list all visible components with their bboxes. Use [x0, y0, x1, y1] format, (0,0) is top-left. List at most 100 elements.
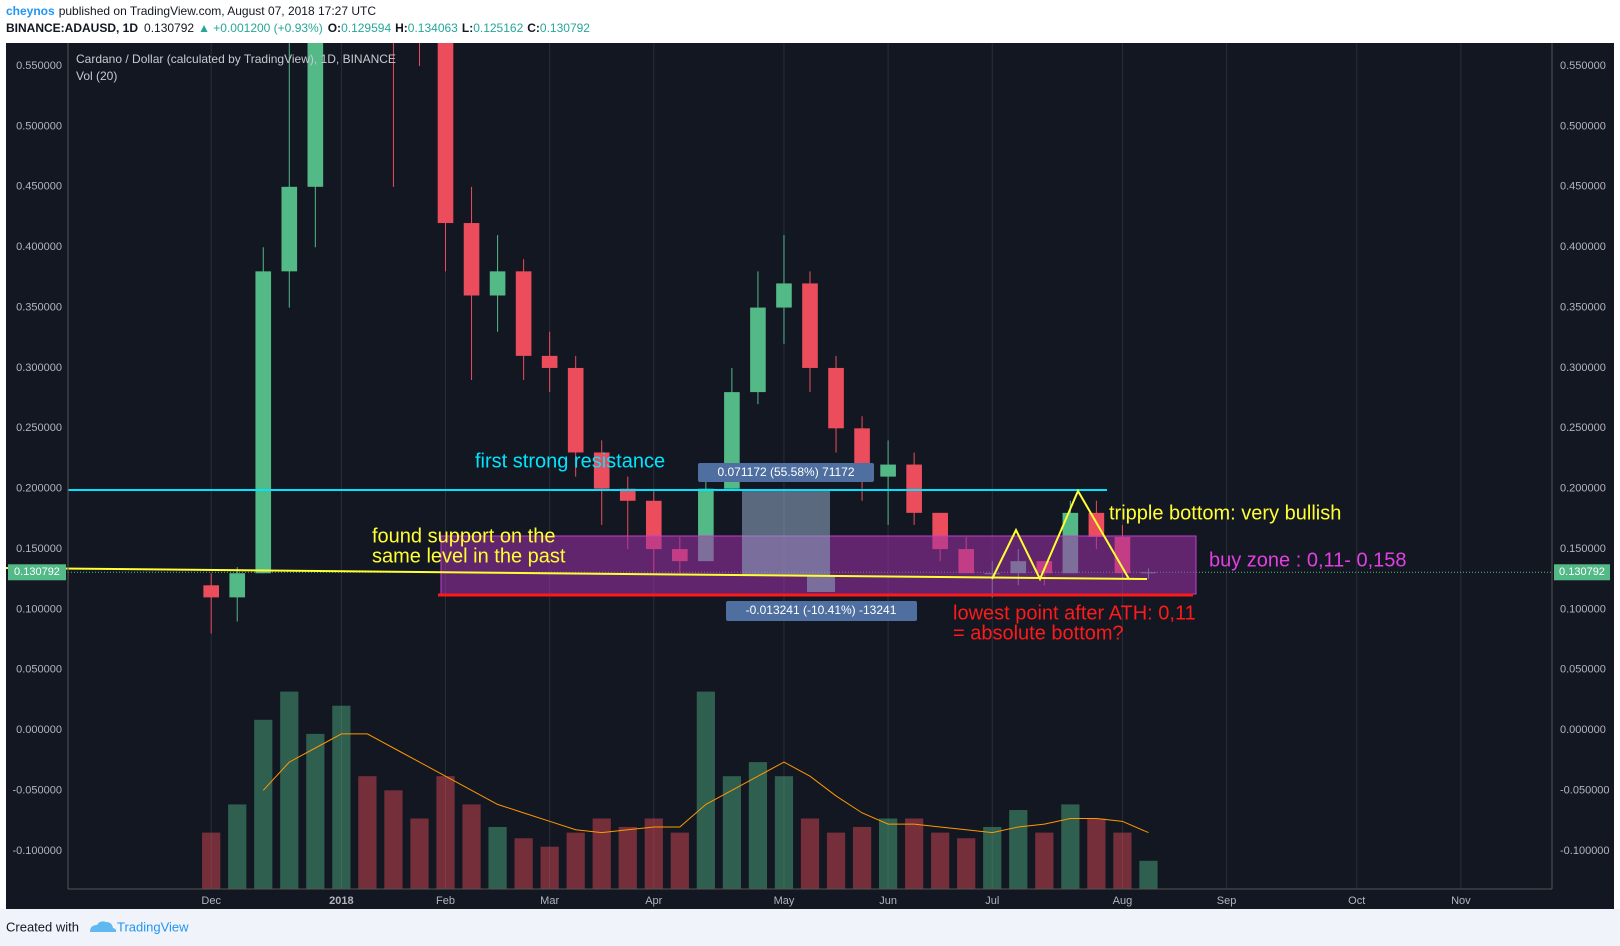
indicator-legend: Vol (20)	[76, 69, 117, 83]
volume-ma-line	[262, 733, 1149, 834]
lowest-label: lowest point after ATH: 0,11	[953, 602, 1196, 624]
candle-body	[463, 223, 480, 296]
x-tick-label: Dec	[201, 895, 221, 907]
last-price-tag	[8, 564, 66, 581]
drawings: first strong resistance found support on…	[5, 450, 1407, 644]
axes: -0.100000 -0.100000 -0.050000 -0.050000 0.00…	[8, 43, 1610, 907]
y-tick-label: -0.100000	[1560, 845, 1610, 857]
triple-bottom-label: tripple bottom: very bullish	[1109, 502, 1341, 524]
volume-bar	[878, 818, 898, 889]
volume-bar	[462, 804, 481, 889]
candle-body	[828, 367, 844, 429]
ohlc-value: 0.129594	[341, 21, 391, 35]
candle-body	[906, 464, 922, 513]
volume-bar	[1139, 860, 1158, 889]
volume-bar	[1035, 832, 1054, 889]
y-tick-label: 0.100000	[1560, 603, 1606, 615]
footer-bg	[0, 909, 1620, 946]
y-tick-label: 0.200000	[1560, 483, 1606, 495]
ohlc-key: L:	[462, 21, 473, 35]
volume-bar	[488, 826, 507, 889]
ohlc-key: H:	[395, 21, 408, 35]
header-line-2: BINANCE:ADAUSD, 1D 0.130792 ▲ +0.001200 (+…	[6, 21, 590, 35]
y-tick-label: 0.550000	[16, 60, 62, 72]
y-tick-label: 0.050000	[1560, 664, 1606, 676]
support-line	[5, 567, 1148, 580]
candle-body	[515, 271, 532, 356]
y-tick-label: 0.350000	[1560, 301, 1606, 313]
buy-zone-label: buy zone : 0,11- 0,158	[1209, 549, 1407, 571]
volume-bar	[514, 838, 533, 889]
volume-bar	[254, 719, 273, 889]
y-tick-label: -0.050000	[12, 784, 62, 796]
last-price-label: 0.130792	[1559, 566, 1605, 578]
volume-bar	[957, 838, 976, 889]
y-tick-label: 0.550000	[1560, 60, 1606, 72]
volume-bar	[852, 826, 872, 889]
y-tick-label: 0.350000	[16, 301, 62, 313]
candle-body	[567, 367, 584, 453]
ohlc-key: O:	[328, 21, 341, 35]
volume-bar	[566, 832, 585, 889]
measure-down-tag	[726, 601, 917, 621]
volume-bar	[1087, 818, 1106, 889]
x-tick-label: Mar	[540, 895, 559, 907]
x-tick-label: Aug	[1113, 895, 1133, 907]
volume-bar	[722, 776, 742, 889]
volume-bar	[1113, 832, 1132, 889]
volume-bar	[358, 776, 377, 889]
x-tick-label: 2018	[329, 895, 353, 907]
measure-up-label: 0.071172 (55.58%) 71172	[718, 465, 855, 479]
candle-body	[541, 355, 558, 368]
price: 0.130792	[144, 21, 194, 35]
volume-bar	[280, 691, 299, 889]
x-tick-label: Jun	[879, 895, 897, 907]
candle-body	[880, 464, 896, 477]
volume-bar	[905, 818, 924, 889]
logo[interactable]	[90, 921, 117, 932]
y-tick-label: 0.300000	[16, 362, 62, 374]
volume-bar	[228, 804, 247, 889]
symbol: BINANCE:ADAUSD, 1D	[6, 21, 138, 35]
candle-body	[802, 283, 818, 368]
brand[interactable]: TradingView	[117, 919, 189, 934]
y-tick-label: 0.400000	[1560, 241, 1606, 253]
resistance-label: first strong resistance	[475, 450, 665, 472]
x-tick-label: Sep	[1217, 895, 1237, 907]
change: ▲ +0.001200 (+0.93%)	[198, 21, 323, 35]
candle-body	[776, 283, 792, 308]
volume-bar	[592, 818, 611, 889]
ohlc-value: 0.130792	[540, 21, 590, 35]
x-tick-label: May	[774, 895, 795, 907]
author[interactable]: cheynos	[6, 4, 55, 18]
x-tick-label: Jul	[985, 895, 999, 907]
measure-up-tag	[698, 463, 874, 482]
candle-body	[593, 452, 610, 489]
last-price-tag	[1554, 564, 1610, 581]
y-tick-label: 0.450000	[1560, 181, 1606, 193]
volume-layer	[202, 691, 1158, 889]
y-tick-label: 0.500000	[16, 120, 62, 132]
volume-bar	[983, 826, 1002, 889]
y-tick-label: -0.100000	[12, 845, 62, 857]
candle-body	[281, 186, 298, 272]
y-tick-label: 0.150000	[16, 543, 62, 555]
volume-bar	[774, 776, 794, 889]
y-tick-label: 0.000000	[16, 724, 62, 736]
x-tick-label: Nov	[1451, 895, 1471, 907]
candle-body	[229, 573, 246, 598]
created-with: Created with	[6, 919, 79, 934]
y-tick-label: 0.250000	[16, 422, 62, 434]
volume-bar	[436, 776, 455, 889]
support-label: same level in the past	[372, 545, 566, 567]
candle-body	[203, 585, 220, 598]
volume-bar	[931, 832, 950, 889]
volume-bar	[800, 818, 820, 889]
volume-bar	[644, 818, 663, 889]
volume-bar	[410, 818, 429, 889]
y-tick-label: -0.050000	[1560, 784, 1610, 796]
volume-bar	[540, 846, 559, 889]
ohlc-value: 0.125162	[473, 21, 523, 35]
